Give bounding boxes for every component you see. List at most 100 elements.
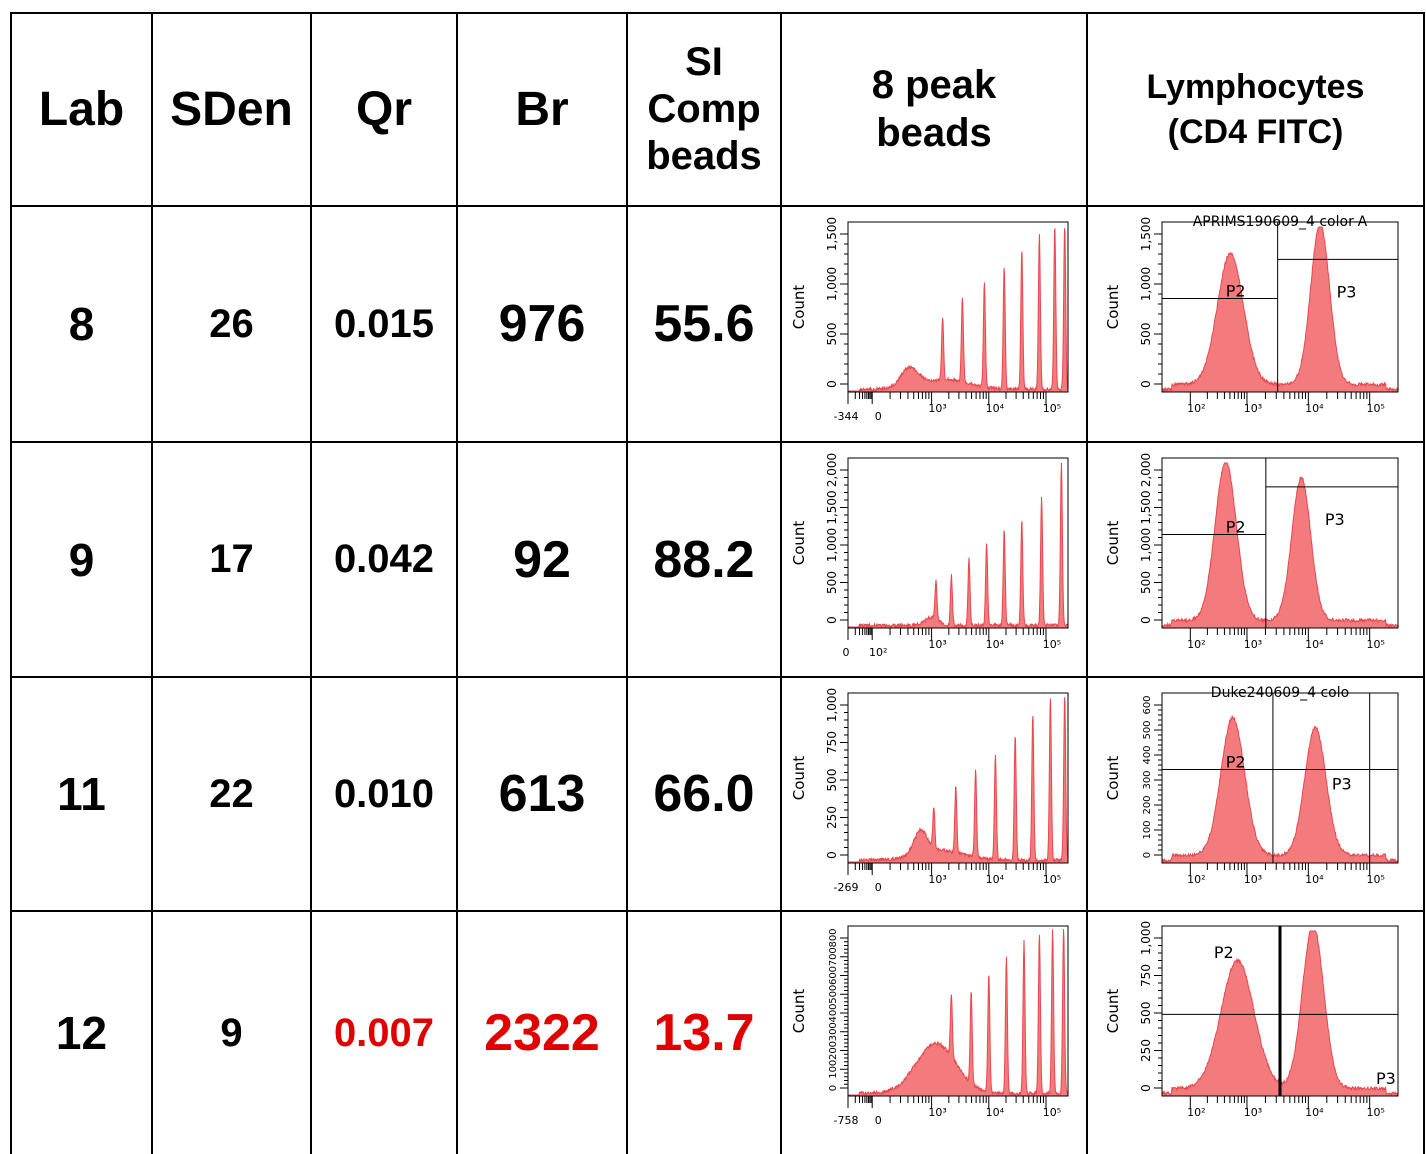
y-tick-label: 500 [1139, 323, 1153, 346]
x-tick-label: 0 [875, 881, 882, 894]
y-tick-label: 0 [1139, 380, 1153, 388]
y-tick-label: 400 [1142, 745, 1153, 764]
plot-frame [1162, 458, 1398, 628]
y-axis-label: Count [1104, 756, 1122, 801]
cell-si-flagged: 13.7 [628, 912, 780, 1154]
x-tick-label: 10³ [1244, 402, 1262, 415]
x-tick-label: 10⁵ [1366, 638, 1384, 651]
x-tick-label: 10³ [1244, 638, 1262, 651]
cell-lab: 12 [12, 912, 151, 1154]
x-tick-label: 10³ [1244, 873, 1262, 886]
y-tick-label: 600 [1142, 695, 1153, 714]
y-tick-label: 0 [825, 851, 839, 859]
bead-histogram: Count 0 500 1,000 1,500 2,000 0 10² 10³ 10⁴ 10⁵ [790, 448, 1080, 673]
x-tick-label: 10⁵ [1366, 1106, 1384, 1119]
x-tick-label: -344 [834, 410, 859, 423]
x-tick-label: 10⁴ [986, 638, 1005, 651]
x-tick-label: 10³ [928, 402, 946, 415]
y-tick-label: 200 [828, 1041, 839, 1060]
y-tick-label: 400 [828, 1003, 839, 1022]
x-tick-label: 10⁵ [1043, 1106, 1061, 1119]
y-tick-label: 800 [828, 928, 839, 947]
y-tick-label: 1,500 [1139, 217, 1153, 251]
plot-frame [848, 222, 1068, 392]
header-si-comp-beads: SI Comp beads [628, 14, 780, 205]
cell-br: 976 [458, 207, 626, 441]
histogram-area [848, 228, 1068, 392]
cell-si: 88.2 [628, 443, 780, 676]
header-si-line3: beads [646, 133, 762, 180]
y-tick-label: 750 [825, 731, 839, 754]
y-tick-label: 1,500 [1139, 490, 1153, 524]
x-tick-label: -758 [834, 1114, 859, 1127]
y-tick-label: 500 [1139, 571, 1153, 594]
x-tick-label: 10² [1187, 873, 1205, 886]
header-si-line2: Comp [647, 86, 760, 133]
y-axis-label: Count [1104, 285, 1122, 330]
lymphocyte-histogram: Duke240609_4 colo P2 P3 Count 0 100 200 300 400 5… [1100, 683, 1418, 908]
y-tick-label: 0 [1139, 616, 1153, 624]
x-tick-label: 10² [1187, 638, 1205, 651]
cell-lab: 8 [12, 207, 151, 441]
y-tick-label: 0 [1139, 1084, 1153, 1092]
x-tick-label: 0 [875, 410, 882, 423]
x-tick-label: 0 [875, 1114, 882, 1127]
x-tick-label: 10² [869, 646, 887, 659]
x-tick-label: 10⁵ [1043, 402, 1061, 415]
y-tick-label: 1,000 [1139, 921, 1153, 955]
bead-histogram: Count 0 500 1,000 1,500 -344 0 10³ 10⁴ 10⁵ [790, 212, 1080, 437]
header-si-line1: SI [685, 39, 723, 86]
y-tick-label: 1,500 [825, 217, 839, 251]
gate-label-p3: P3 [1337, 282, 1357, 301]
lymphocyte-histogram: APRIMS190609_4 color-A P2 P3 Count 0 500 1,000… [1100, 212, 1418, 437]
y-tick-label: 0 [825, 616, 839, 624]
y-axis-label: Count [790, 989, 808, 1034]
table-border-right [1423, 12, 1425, 1154]
cell-br: 613 [458, 678, 626, 910]
x-tick-label: 10² [1187, 1106, 1205, 1119]
x-tick-label: 10⁵ [1366, 873, 1384, 886]
y-tick-label: 2,000 [1139, 453, 1153, 487]
y-tick-label: 250 [1139, 1039, 1153, 1062]
plot-frame [1162, 693, 1398, 863]
x-tick-label: 10² [1187, 402, 1205, 415]
cell-sden: 22 [153, 678, 310, 910]
cell-br: 92 [458, 443, 626, 676]
x-tick-label: 10³ [928, 638, 946, 651]
x-tick-label: 10⁴ [1305, 638, 1324, 651]
x-tick-label: 0 [843, 646, 850, 659]
x-tick-label: 10⁵ [1043, 638, 1061, 651]
y-tick-label: 0 [1142, 852, 1153, 858]
plot-frame [1162, 222, 1398, 392]
histogram-area [848, 929, 1068, 1096]
y-axis-label: Count [1104, 989, 1122, 1034]
y-tick-label: 300 [828, 1022, 839, 1041]
y-tick-label: 1,000 [1139, 528, 1153, 562]
x-tick-label: 10⁴ [1305, 402, 1324, 415]
y-tick-label: 700 [828, 947, 839, 966]
x-tick-label: 10⁴ [1305, 873, 1324, 886]
y-tick-label: 300 [1142, 770, 1153, 789]
cell-si: 55.6 [628, 207, 780, 441]
gate-label-p2: P2 [1214, 943, 1234, 962]
y-tick-label: 2,000 [825, 453, 839, 487]
cell-sden: 26 [153, 207, 310, 441]
header-lab: Lab [12, 14, 151, 205]
gate-label-p2: P2 [1226, 282, 1246, 301]
y-tick-label: 500 [825, 323, 839, 346]
lymphocyte-histogram: P2 P3 Count 0 500 1,000 1,500 2,000 10² 10³ 10⁴ 10⁵ [1100, 448, 1418, 673]
y-tick-label: 500 [825, 769, 839, 792]
header-peak-line1: 8 peak [872, 62, 997, 109]
header-lymph-line2: (CD4 FITC) [1168, 110, 1344, 154]
gate-label-p3: P3 [1332, 775, 1352, 794]
y-tick-label: 1,000 [1139, 267, 1153, 301]
x-tick-label: 10⁴ [986, 402, 1005, 415]
cell-qr: 0.010 [312, 678, 456, 910]
x-tick-label: 10⁵ [1043, 873, 1061, 886]
y-tick-label: 0 [825, 380, 839, 388]
x-tick-label: -269 [834, 881, 859, 894]
cell-qr: 0.015 [312, 207, 456, 441]
bead-histogram: Count 0 100 200 300 400 500 600 700 800 -758 0 10³ 10… [790, 916, 1080, 1141]
histogram-area [848, 463, 1068, 628]
